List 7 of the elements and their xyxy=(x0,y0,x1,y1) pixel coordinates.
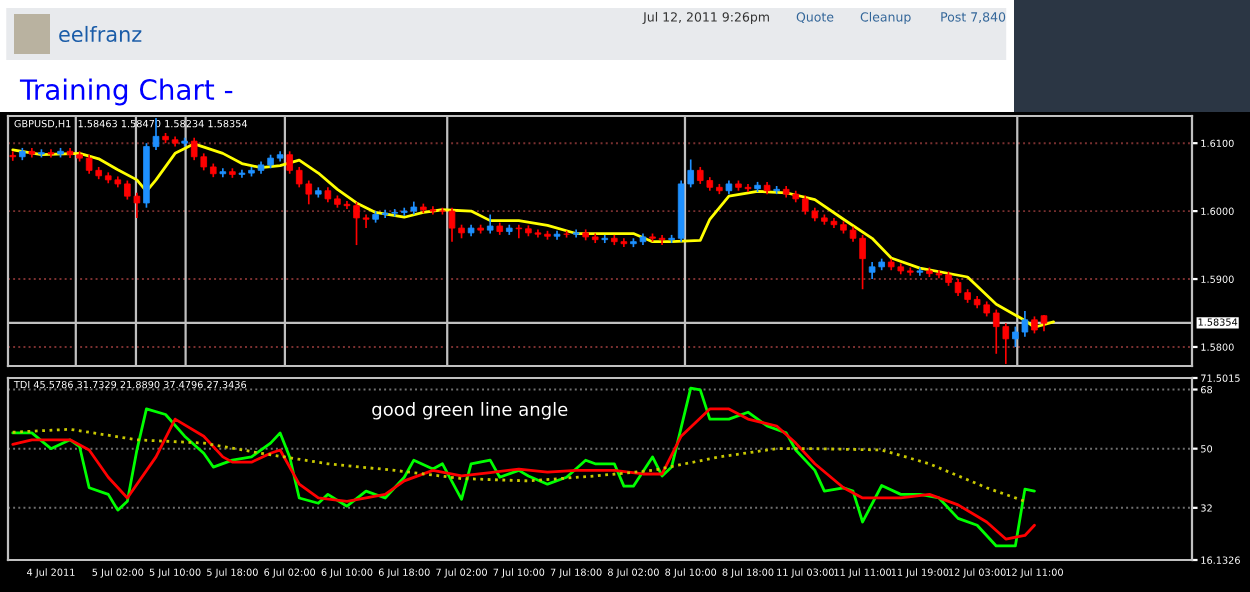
line-series xyxy=(11,427,1027,503)
chart-title: Training Chart - xyxy=(19,78,233,106)
text: eelfranz xyxy=(59,25,142,43)
candlestick xyxy=(9,150,17,162)
annotation: good green line angle xyxy=(372,402,568,420)
candlestick xyxy=(486,213,494,235)
line-series xyxy=(11,386,1036,548)
